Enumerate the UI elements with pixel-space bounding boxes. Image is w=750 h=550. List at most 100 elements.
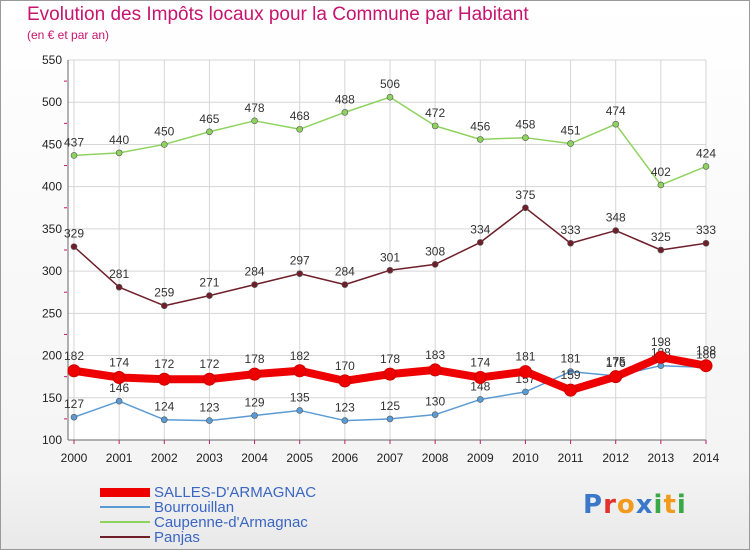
legend-label: Panjas bbox=[154, 528, 200, 546]
data-label-salles-d-armagnac: 159 bbox=[561, 368, 581, 382]
data-label-bourrouillan: 176 bbox=[606, 356, 626, 370]
data-point-panjas bbox=[431, 261, 439, 268]
data-point-caupenne-d-armagnac bbox=[115, 149, 123, 157]
legend-label: Bourrouillan bbox=[154, 498, 235, 516]
data-label-bourrouillan: 130 bbox=[425, 395, 445, 409]
y-tick-label: 300 bbox=[42, 264, 62, 278]
data-label-bourrouillan: 127 bbox=[64, 397, 84, 411]
x-tick-label: 2005 bbox=[286, 451, 313, 465]
data-label-panjas: 297 bbox=[290, 254, 310, 268]
data-point-bourrouillan bbox=[341, 417, 349, 424]
x-tick-label: 2002 bbox=[151, 451, 178, 465]
y-tick-label: 200 bbox=[42, 349, 62, 363]
logo-letter: o bbox=[616, 490, 636, 520]
x-tick-label: 2007 bbox=[377, 451, 404, 465]
data-label-caupenne-d-armagnac: 506 bbox=[380, 77, 400, 91]
data-point-panjas bbox=[657, 246, 665, 254]
logo-letter: x bbox=[635, 490, 654, 520]
data-point-bourrouillan bbox=[70, 413, 78, 421]
data-point-bourrouillan bbox=[160, 416, 168, 424]
data-point-caupenne-d-armagnac bbox=[251, 117, 258, 125]
data-point-bourrouillan bbox=[115, 397, 123, 405]
data-label-salles-d-armagnac: 178 bbox=[380, 352, 400, 366]
data-label-bourrouillan: 135 bbox=[290, 390, 310, 404]
data-label-caupenne-d-armagnac: 450 bbox=[154, 124, 174, 138]
data-point-caupenne-d-armagnac bbox=[431, 122, 439, 130]
data-label-panjas: 284 bbox=[245, 265, 265, 279]
data-label-panjas: 271 bbox=[199, 276, 219, 290]
data-point-caupenne-d-armagnac bbox=[386, 93, 394, 101]
data-label-caupenne-d-armagnac: 437 bbox=[64, 135, 84, 149]
data-label-caupenne-d-armagnac: 478 bbox=[245, 101, 265, 115]
data-label-caupenne-d-armagnac: 474 bbox=[606, 104, 626, 118]
data-label-salles-d-armagnac: 174 bbox=[109, 356, 129, 370]
logo-letter: i bbox=[676, 490, 687, 520]
logo-letter: t bbox=[663, 490, 677, 520]
y-tick-label: 350 bbox=[42, 222, 62, 236]
logo-letter: i bbox=[653, 490, 664, 520]
x-tick-label: 2003 bbox=[196, 451, 223, 465]
data-label-bourrouillan: 124 bbox=[154, 400, 174, 414]
data-label-salles-d-armagnac: 181 bbox=[515, 350, 535, 364]
data-point-caupenne-d-armagnac bbox=[567, 140, 574, 147]
data-label-panjas: 284 bbox=[335, 265, 355, 279]
x-tick-label: 2009 bbox=[467, 451, 494, 465]
data-point-caupenne-d-armagnac bbox=[522, 134, 529, 141]
proxiti-logo: Proxiti bbox=[583, 490, 687, 520]
data-point-caupenne-d-armagnac bbox=[160, 141, 168, 148]
data-point-bourrouillan bbox=[206, 417, 213, 424]
data-label-bourrouillan: 125 bbox=[380, 399, 400, 413]
data-point-salles-d-armagnac bbox=[609, 370, 623, 384]
data-point-salles-d-armagnac bbox=[67, 364, 81, 378]
data-label-caupenne-d-armagnac: 468 bbox=[290, 109, 310, 123]
data-point-salles-d-armagnac bbox=[157, 372, 171, 386]
data-label-panjas: 333 bbox=[561, 223, 581, 237]
data-point-panjas bbox=[386, 266, 394, 274]
data-point-bourrouillan bbox=[522, 388, 529, 396]
data-label-salles-d-armagnac: 183 bbox=[425, 348, 445, 362]
data-point-bourrouillan bbox=[251, 412, 258, 419]
logo-letter: r bbox=[603, 490, 617, 520]
data-label-panjas: 333 bbox=[696, 223, 716, 237]
data-point-salles-d-armagnac bbox=[293, 364, 307, 378]
data-point-salles-d-armagnac bbox=[699, 359, 713, 373]
data-point-panjas bbox=[612, 227, 620, 234]
data-label-panjas: 301 bbox=[380, 250, 400, 264]
data-label-caupenne-d-armagnac: 465 bbox=[199, 112, 219, 126]
x-tick-label: 2000 bbox=[61, 451, 88, 465]
data-point-salles-d-armagnac bbox=[248, 367, 262, 381]
legend-item: Caupenne-d'Armagnac bbox=[100, 514, 308, 530]
data-point-caupenne-d-armagnac bbox=[206, 128, 213, 136]
data-label-bourrouillan: 148 bbox=[470, 379, 490, 393]
legend-item: SALLES-D'ARMAGNAC bbox=[100, 484, 316, 500]
x-tick-label: 2004 bbox=[241, 451, 268, 465]
data-point-panjas bbox=[70, 243, 78, 250]
data-point-salles-d-armagnac bbox=[518, 365, 532, 379]
data-point-panjas bbox=[115, 283, 123, 291]
legend-swatch bbox=[100, 536, 150, 538]
data-label-caupenne-d-armagnac: 451 bbox=[561, 124, 581, 138]
data-label-salles-d-armagnac: 178 bbox=[245, 352, 265, 366]
data-label-salles-d-armagnac: 188 bbox=[696, 344, 716, 358]
legend-swatch bbox=[100, 487, 150, 497]
data-point-panjas bbox=[567, 239, 574, 247]
data-point-panjas bbox=[476, 239, 484, 246]
data-point-bourrouillan bbox=[567, 368, 574, 375]
data-label-caupenne-d-armagnac: 402 bbox=[651, 165, 671, 179]
data-point-caupenne-d-armagnac bbox=[612, 120, 620, 128]
data-point-salles-d-armagnac bbox=[428, 363, 442, 377]
legend-label: SALLES-D'ARMAGNAC bbox=[154, 483, 317, 501]
data-label-salles-d-armagnac: 198 bbox=[651, 335, 671, 349]
data-label-caupenne-d-armagnac: 440 bbox=[109, 133, 129, 147]
data-label-salles-d-armagnac: 170 bbox=[335, 359, 355, 373]
chart-title: Evolution des Impôts locaux pour la Comm… bbox=[27, 4, 529, 25]
data-point-panjas bbox=[206, 292, 213, 299]
data-point-caupenne-d-armagnac bbox=[341, 109, 349, 116]
y-tick-label: 550 bbox=[42, 53, 62, 67]
data-point-caupenne-d-armagnac bbox=[476, 136, 484, 143]
data-point-bourrouillan bbox=[476, 396, 484, 403]
data-label-salles-d-armagnac: 174 bbox=[470, 356, 490, 370]
data-label-bourrouillan: 181 bbox=[561, 352, 581, 366]
x-tick-label: 2011 bbox=[558, 451, 584, 465]
